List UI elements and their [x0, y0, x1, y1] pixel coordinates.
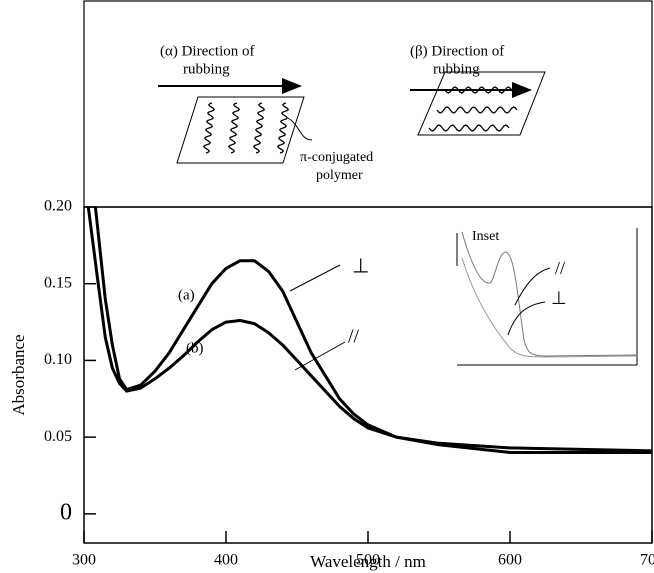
inset: [456, 228, 638, 366]
x-tick-label: 700: [640, 552, 654, 569]
x-tick-label: 500: [356, 552, 380, 569]
x-tick-label: 600: [498, 552, 522, 569]
substrate: [176, 96, 305, 164]
inset-curve: [461, 231, 638, 357]
label: rubbing: [183, 61, 230, 77]
polymer-chain: [227, 102, 241, 154]
y-axis-label: Absorbance: [9, 334, 28, 415]
polymer-chain: [276, 102, 290, 154]
annotation: Inset: [472, 229, 499, 244]
substrate: [417, 71, 546, 136]
polymer-chain: [436, 106, 518, 114]
polymer-chain: [252, 102, 266, 154]
annotation: //: [348, 326, 360, 348]
y-tick-label: 0.15: [44, 274, 72, 291]
series-label: (a): [178, 287, 195, 303]
leader: [514, 267, 551, 306]
series-line: [93, 207, 652, 453]
label: (α) Direction of: [160, 43, 255, 59]
label: π-conjugated: [300, 150, 373, 165]
label: polymer: [316, 168, 363, 183]
x-tick-label: 400: [214, 552, 238, 569]
inset-curve: [461, 257, 638, 358]
leader: [507, 301, 546, 336]
x-tick-label: 300: [72, 552, 96, 569]
annotation: ⊥: [352, 256, 369, 278]
y-tick-label: 0.20: [44, 198, 72, 215]
schematic-frame: [83, 0, 653, 208]
leader: [287, 117, 313, 141]
y-tick-label: 0.05: [44, 428, 72, 445]
label: rubbing: [433, 61, 480, 77]
y-tick-label: 0.10: [44, 351, 72, 368]
series-line: [86, 207, 652, 454]
x-axis-label: Wavelength / nm: [310, 552, 426, 571]
leader: [289, 264, 341, 292]
label: (β) Direction of: [410, 43, 504, 59]
annotation: ⊥: [551, 288, 567, 308]
annotation: //: [555, 258, 565, 278]
polymer-chain: [444, 86, 526, 94]
polymer-chain: [202, 102, 216, 154]
series-label: (b): [186, 340, 204, 356]
y-tick-label: 0: [60, 499, 72, 525]
polymer-chain: [428, 124, 510, 132]
